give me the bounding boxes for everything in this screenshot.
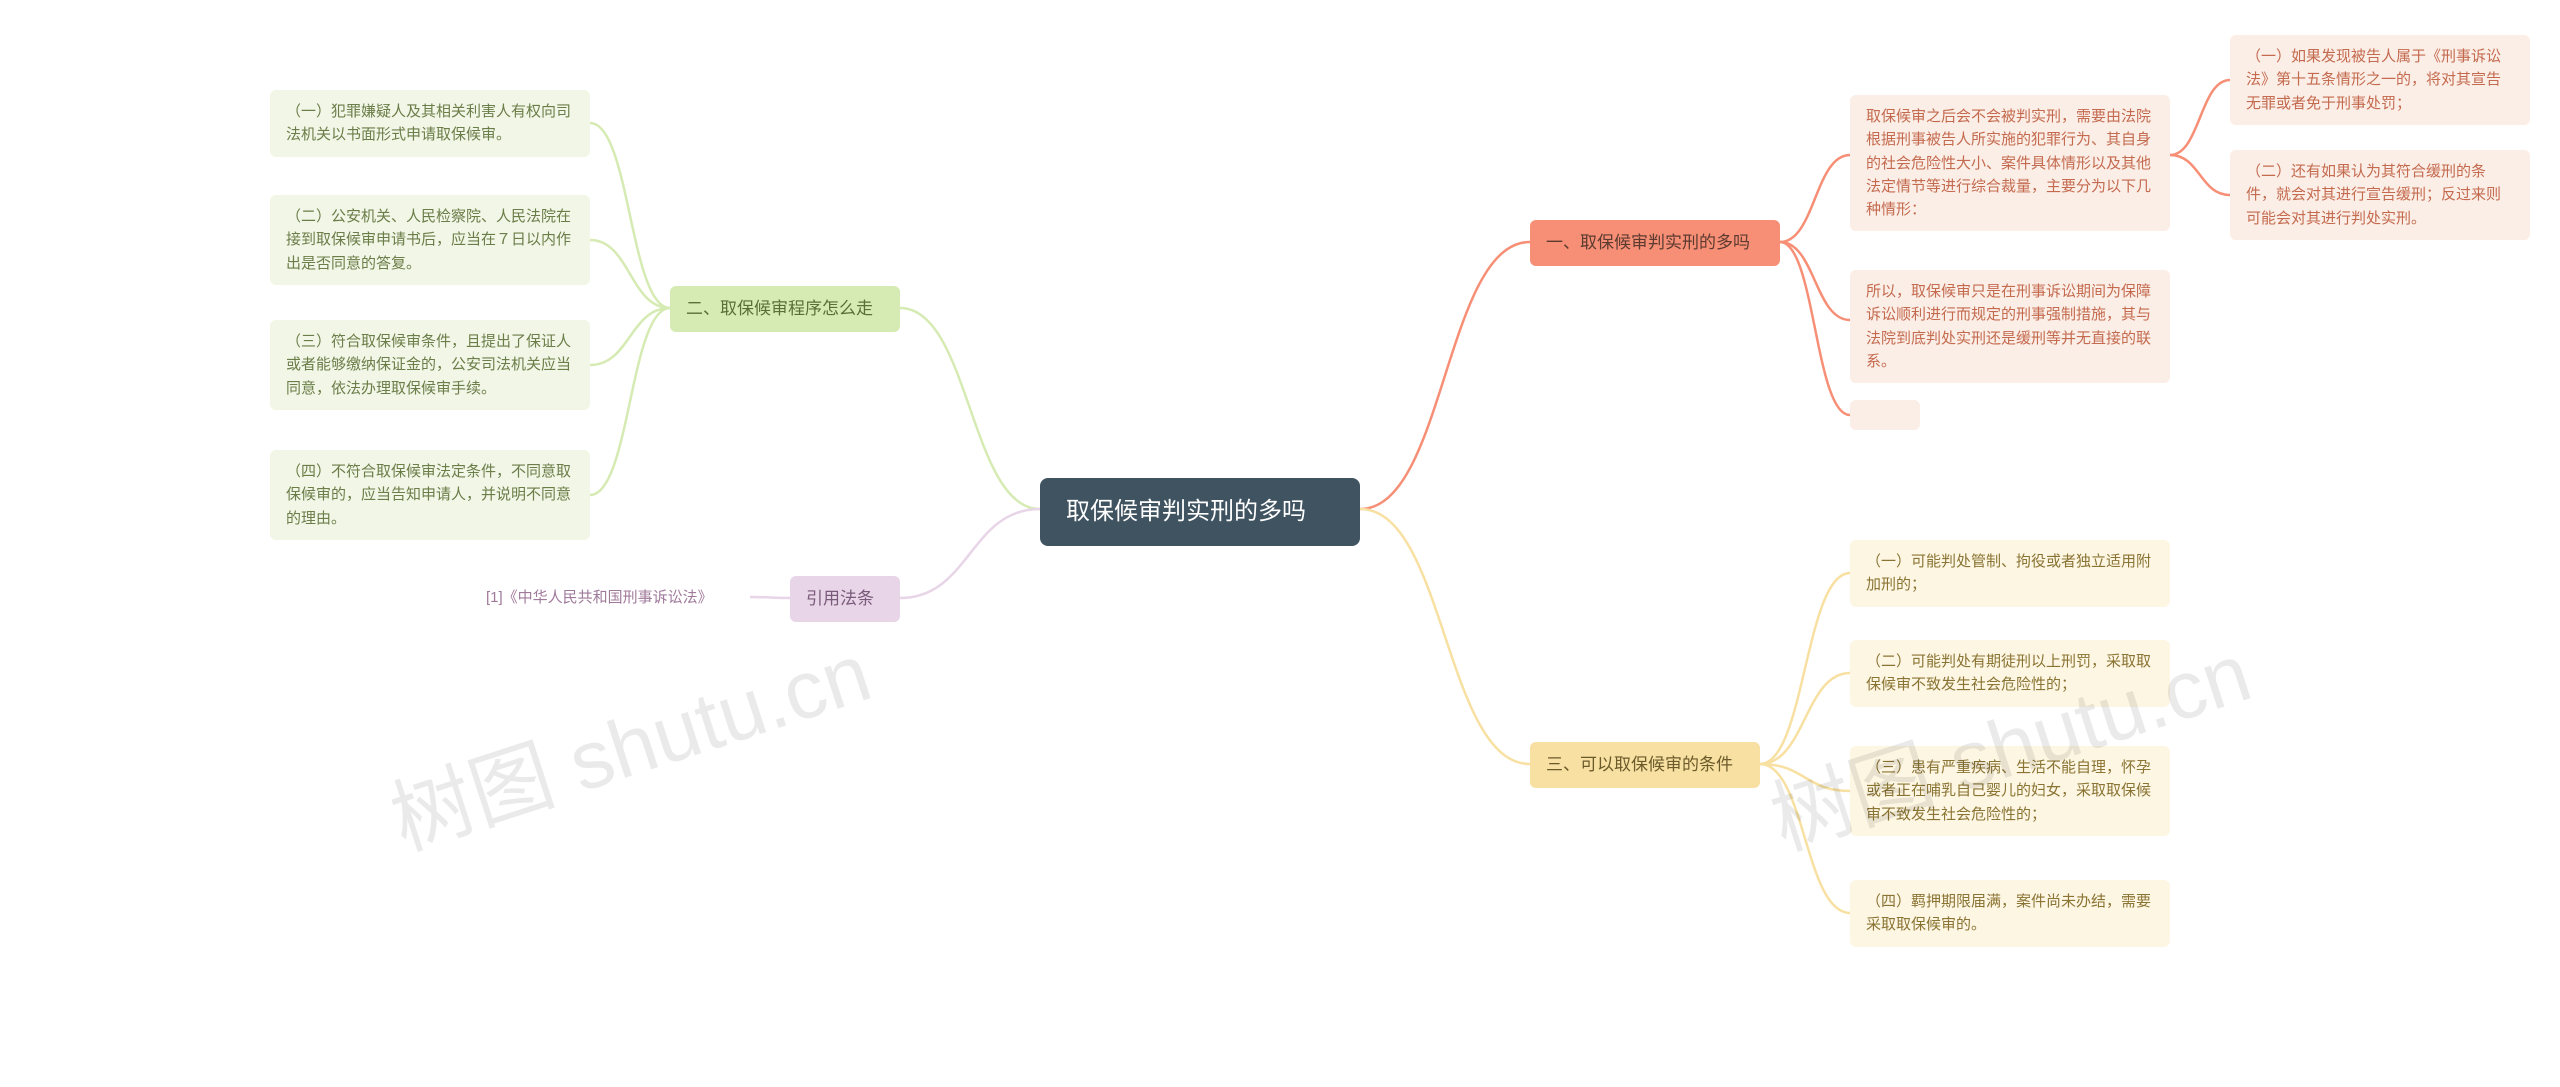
leaf-left-0-0: （一）犯罪嫌疑人及其相关利害人有权向司法机关以书面形式申请取保候审。 <box>270 90 590 157</box>
edge <box>1360 509 1530 764</box>
leaf-right-0-0-1: （二）还有如果认为其符合缓刑的条件，就会对其进行宣告缓刑；反过来则可能会对其进行… <box>2230 150 2530 240</box>
edge <box>590 240 670 308</box>
edge <box>590 308 670 495</box>
leaf-right-0-1: 所以，取保候审只是在刑事诉讼期间为保障诉讼顺利进行而规定的刑事强制措施，其与法院… <box>1850 270 2170 383</box>
branch-left-1: 引用法条 <box>790 576 900 622</box>
leaf-right-1-1: （二）可能判处有期徒刑以上刑罚，采取取保候审不致发生社会危险性的； <box>1850 640 2170 707</box>
leaf-right-0-0: 取保候审之后会不会被判实刑，需要由法院根据刑事被告人所实施的犯罪行为、其自身的社… <box>1850 95 2170 231</box>
leaf-right-1-0: （一）可能判处管制、拘役或者独立适用附加刑的； <box>1850 540 2170 607</box>
edge <box>1760 764 1850 913</box>
edge <box>2170 80 2230 155</box>
edge <box>900 509 1040 598</box>
edge <box>1360 242 1530 509</box>
watermark-0: 树图 shutu.cn <box>374 606 883 873</box>
leaf-left-0-2: （三）符合取保候审条件，且提出了保证人或者能够缴纳保证金的，公安司法机关应当同意… <box>270 320 590 410</box>
edge <box>1760 573 1850 764</box>
branch-left-0: 二、取保候审程序怎么走 <box>670 286 900 332</box>
edge <box>1780 155 1850 242</box>
mindmap-canvas: 取保候审判实刑的多吗 一、取保候审判实刑的多吗 取保候审之后会不会被判实刑，需要由法… <box>0 0 2560 1087</box>
edge <box>750 597 790 598</box>
leaf-left-1-0: [1]《中华人民共和国刑事诉讼法》 <box>480 582 750 613</box>
edge <box>1760 764 1850 791</box>
leaf-left-0-3: （四）不符合取保候审法定条件，不同意取保候审的，应当告知申请人，并说明不同意的理… <box>270 450 590 540</box>
edge <box>2170 155 2230 195</box>
edge <box>900 308 1040 509</box>
leaf-right-0-2 <box>1850 400 1920 430</box>
root-node: 取保候审判实刑的多吗 <box>1040 478 1360 546</box>
edge <box>1760 673 1850 764</box>
leaf-right-0-0-0: （一）如果发现被告人属于《刑事诉讼法》第十五条情形之一的，将对其宣告无罪或者免于… <box>2230 35 2530 125</box>
branch-right-1: 三、可以取保候审的条件 <box>1530 742 1760 788</box>
edge <box>590 123 670 308</box>
leaf-left-0-1: （二）公安机关、人民检察院、人民法院在接到取保候审申请书后，应当在７日以内作出是… <box>270 195 590 285</box>
edge <box>590 308 670 365</box>
edge <box>1780 242 1850 415</box>
branch-right-0: 一、取保候审判实刑的多吗 <box>1530 220 1780 266</box>
leaf-right-1-3: （四）羁押期限届满，案件尚未办结，需要采取取保候审的。 <box>1850 880 2170 947</box>
edge <box>1780 242 1850 320</box>
leaf-right-1-2: （三）患有严重疾病、生活不能自理，怀孕或者正在哺乳自己婴儿的妇女，采取取保候审不… <box>1850 746 2170 836</box>
